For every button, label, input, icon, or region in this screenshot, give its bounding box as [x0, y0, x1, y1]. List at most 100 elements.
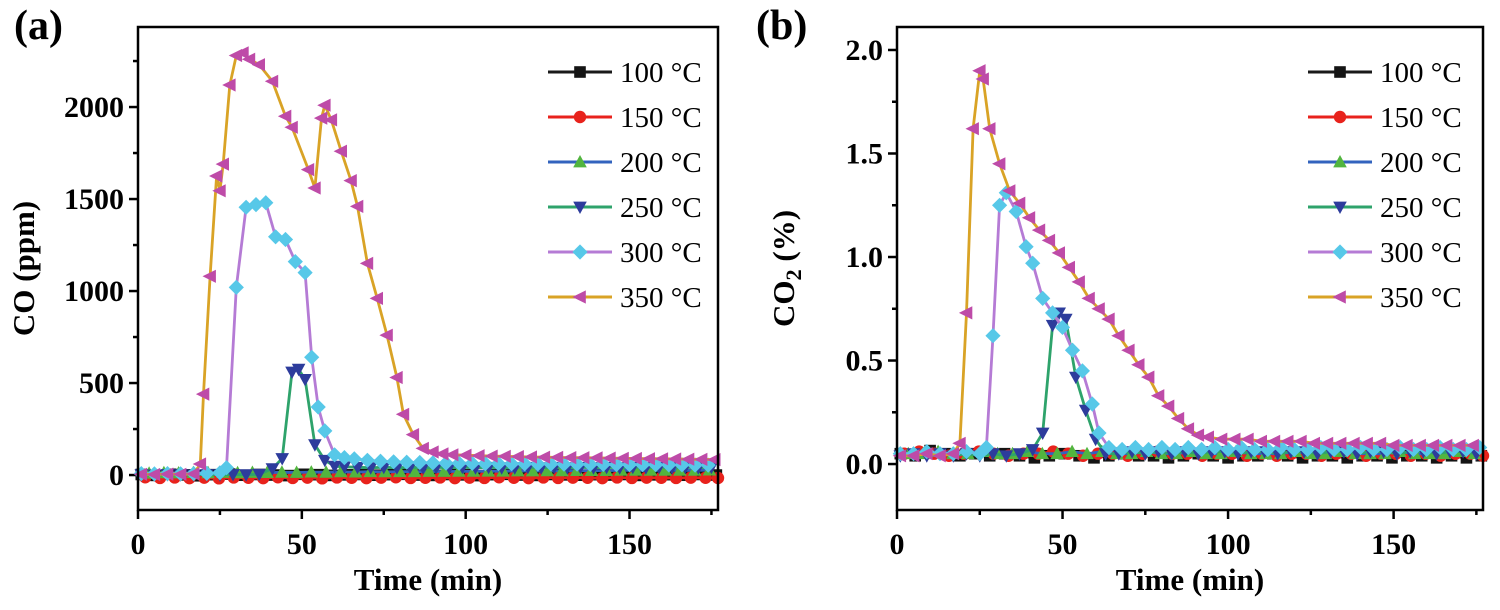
marker-diamond — [199, 465, 215, 481]
marker-triangle-left — [1200, 430, 1214, 444]
marker-diamond — [504, 456, 520, 472]
marker-triangle-up — [422, 464, 437, 477]
marker-triangle-left — [1280, 434, 1294, 448]
marker-triangle-left — [389, 370, 403, 385]
marker-diamond — [1101, 439, 1117, 456]
tick-labels: 0 50 100 150 0.0 0.5 1.0 1.5 2.0 — [846, 34, 1417, 561]
marker-triangle-down — [275, 453, 289, 466]
marker-diamond — [477, 456, 493, 472]
marker-triangle-left — [277, 109, 292, 123]
marker-triangle-left — [1101, 312, 1115, 326]
marker-diamond — [621, 457, 638, 473]
legend-label: 100 °C — [1380, 57, 1462, 89]
legend-entry-250c: 250 °C — [548, 192, 702, 224]
marker-triangle-left — [1266, 434, 1281, 448]
marker-diamond — [648, 457, 664, 473]
marker-triangle-left — [1439, 438, 1453, 452]
y-axis-title: CO (ppm) — [6, 201, 41, 336]
marker-circle — [573, 110, 587, 124]
marker-triangle-left — [1031, 223, 1046, 237]
y-tick-label: 500 — [79, 367, 124, 400]
legend-entry-350c: 350 °C — [548, 282, 702, 314]
x-axis-title: Time (min) — [1116, 562, 1264, 597]
marker-square — [574, 66, 586, 78]
marker-diamond — [1035, 290, 1051, 306]
x-axis-title: Time (min) — [354, 562, 502, 597]
marker-triangle-left — [602, 451, 616, 465]
marker-triangle-left — [1002, 184, 1016, 198]
marker-diamond — [304, 349, 320, 365]
marker-diamond — [1045, 305, 1061, 321]
marker-triangle-left — [307, 181, 321, 195]
panel-b-chart: 0 50 100 150 0.0 0.5 1.0 1.5 2.0 100 °C 150 °C 200 … — [766, 25, 1490, 597]
legend-label: 350 °C — [1380, 282, 1462, 314]
marker-triangle-left — [1372, 436, 1387, 450]
marker-triangle-left — [313, 111, 328, 125]
marker-diamond — [1008, 203, 1024, 220]
marker-diamond — [327, 447, 343, 463]
marker-diamond — [248, 197, 264, 213]
marker-triangle-left — [395, 407, 410, 421]
marker-triangle-down — [252, 468, 266, 482]
marker-triangle-left — [284, 120, 298, 134]
marker-diamond — [228, 279, 244, 295]
marker-triangle-up — [1035, 446, 1050, 460]
marker-triangle-up — [437, 464, 451, 477]
legend-label: 200 °C — [1380, 147, 1462, 179]
marker-triangle-left — [435, 447, 449, 461]
marker-diamond — [336, 450, 352, 466]
marker-diamond — [582, 456, 598, 472]
marker-diamond — [608, 457, 624, 473]
marker-triangle-down — [265, 463, 280, 476]
marker-diamond — [661, 457, 677, 473]
marker-triangle-left — [192, 457, 207, 471]
marker-triangle-up — [304, 465, 319, 478]
marker-diamond — [346, 451, 362, 467]
marker-triangle-up — [1065, 444, 1079, 457]
marker-triangle-left — [952, 436, 966, 450]
marker-triangle-up — [573, 155, 587, 168]
marker-triangle-down — [1045, 319, 1060, 333]
marker-triangle-left — [497, 449, 511, 463]
marker-triangle-left — [1041, 233, 1056, 247]
marker-triangle-up — [1080, 446, 1094, 460]
marker-diamond — [425, 455, 441, 471]
marker-triangle-left — [333, 144, 347, 158]
marker-triangle-left — [1141, 370, 1155, 384]
marker-triangle-down — [999, 450, 1014, 463]
marker-triangle-left — [1091, 302, 1105, 316]
marker-triangle-up — [275, 465, 289, 478]
marker-triangle-left — [251, 58, 265, 72]
marker-triangle-left — [212, 184, 226, 198]
marker-triangle-left — [484, 449, 498, 463]
x-tick-label: 0 — [890, 528, 905, 561]
marker-triangle-left — [965, 122, 979, 136]
marker-diamond — [517, 456, 533, 472]
marker-triangle-down — [327, 460, 342, 474]
marker-triangle-up — [334, 464, 348, 478]
marker-triangle-left — [349, 199, 364, 213]
legend-label: 250 °C — [1380, 192, 1462, 224]
marker-triangle-left — [1465, 438, 1479, 452]
marker-triangle-left — [919, 447, 933, 461]
marker-triangle-left — [892, 449, 907, 463]
legend-entry-250c: 250 °C — [1308, 192, 1462, 224]
legend: 100 °C 150 °C 200 °C 250 °C 300 °C 350 °C — [1308, 57, 1462, 314]
marker-triangle-left — [425, 445, 439, 459]
marker-diamond — [635, 457, 651, 473]
y-tick-label: 0.0 — [846, 448, 884, 481]
plot-border — [895, 25, 1485, 512]
marker-triangle-left — [146, 467, 161, 482]
x-tick-label: 150 — [607, 528, 652, 561]
marker-triangle-left — [359, 256, 374, 270]
marker-triangle-left — [667, 452, 682, 466]
marker-triangle-left — [1011, 196, 1026, 210]
marker-triangle-up — [525, 464, 540, 477]
marker-triangle-down — [239, 469, 253, 482]
y-tick-label: 1.0 — [846, 241, 884, 274]
marker-diamond — [1141, 441, 1157, 458]
legend: 100 °C 150 °C 200 °C 250 °C 300 °C 350 °C — [548, 57, 702, 314]
marker-diamond — [258, 195, 274, 211]
marker-diamond — [1127, 439, 1143, 456]
